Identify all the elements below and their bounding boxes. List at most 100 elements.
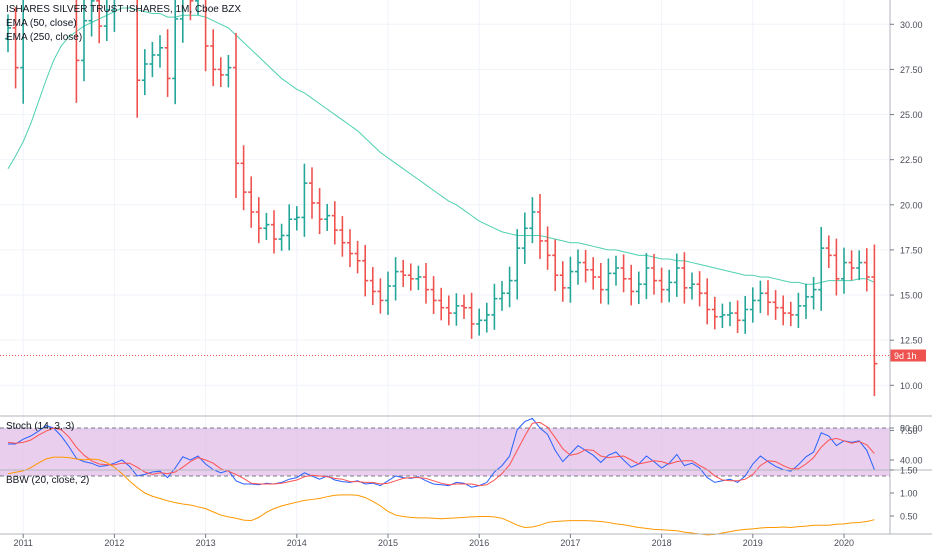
stoch-k-line (8, 417, 875, 488)
ohlc-bar-down (590, 257, 597, 290)
ohlc-bar-down (658, 267, 665, 303)
ohlc-bar-down (825, 235, 832, 268)
ohlc-bar-down (461, 294, 467, 319)
ohlc-bar-down (309, 167, 315, 219)
price-tick-label: 30.00 (900, 20, 923, 30)
year-tick-label: 2014 (287, 538, 307, 548)
bbw-pane[interactable] (7, 456, 875, 536)
price-tick-label: 22.50 (900, 155, 923, 165)
stoch-tick-label: 80.00 (900, 424, 923, 434)
year-tick-label: 2016 (469, 538, 489, 548)
ohlc-bar-up (483, 302, 490, 333)
price-tick-label: 12.50 (900, 336, 923, 346)
ohlc-bar-down (233, 32, 239, 199)
countdown-badge: 9d 1h (894, 351, 917, 361)
stoch-band-fill (0, 428, 890, 476)
ohlc-bar-up (20, 0, 25, 104)
ohlc-bar-up (499, 281, 505, 311)
bbw-tick-label: 1.50 (900, 466, 918, 476)
year-tick-label: 2020 (834, 538, 854, 548)
ohlc-bar-up (293, 206, 300, 231)
year-tick-label: 2018 (652, 538, 672, 548)
chart-title: ISHARES SILVER TRUST ISHARES, 1M, Cboe B… (6, 4, 242, 15)
ohlc-bar-down (136, 0, 141, 118)
ema-250-legend: EMA (250, close) (6, 32, 83, 43)
ohlc-bar-down (400, 259, 407, 287)
ohlc-bar-down (96, 0, 103, 44)
ohlc-bar-down (255, 197, 262, 244)
ohlc-bar-down (407, 263, 414, 291)
ohlc-bar-down (423, 263, 429, 304)
ohlc-bar-down (271, 210, 277, 254)
bbw-line (7, 456, 875, 536)
ohlc-bar-down (871, 244, 878, 397)
price-tick-label: 15.00 (900, 291, 923, 301)
ohlc-bar-up (324, 203, 331, 231)
ohlc-bar-up (803, 283, 809, 319)
ohlc-bar-up (643, 253, 650, 300)
ohlc-bar-down (204, 0, 209, 72)
ohlc-bar-up (749, 287, 756, 323)
ohlc-bar-down (628, 264, 635, 306)
ohlc-bar-down (734, 300, 741, 333)
ohlc-bar-down (863, 248, 870, 292)
ohlc-bar-down (711, 296, 718, 330)
ohlc-bar-down (438, 287, 445, 321)
price-tick-label: 27.50 (900, 65, 923, 75)
ohlc-bar-up (81, 0, 87, 82)
ohlc-bar-up (689, 272, 695, 300)
ohlc-bar-down (552, 239, 559, 291)
ohlc-bar-up (415, 265, 422, 291)
year-tick-label: 2017 (560, 538, 580, 548)
ohlc-bar-up (795, 292, 802, 328)
ohlc-bar-down (772, 290, 779, 320)
countdown-badge-bg (890, 349, 926, 362)
ohlc-bar-down (559, 261, 566, 302)
ohlc-bar-up (103, 0, 110, 41)
ohlc-bar-down (696, 271, 703, 307)
ohlc-bar-up (635, 271, 642, 305)
ohlc-bar-down (537, 193, 543, 259)
ohlc-bar-up (225, 54, 232, 88)
ohlc-bar-down (354, 240, 361, 274)
ohlc-bar-down (468, 292, 475, 339)
price-tick-label: 17.50 (900, 245, 923, 255)
ohlc-bar-down (681, 252, 688, 304)
ohlc-bar-up (286, 204, 293, 251)
price-pane[interactable]: 9d 1h (0, 0, 926, 397)
ohlc-bar-up (278, 223, 285, 251)
ohlc-bar-down (217, 57, 224, 88)
ohlc-bar-down (780, 295, 787, 326)
ohlc-bar-down (12, 7, 19, 89)
ohlc-bar-up (88, 0, 95, 37)
ohlc-bar-up (5, 14, 11, 53)
ohlc-bar-up (453, 293, 460, 326)
stoch-pane[interactable] (0, 417, 890, 488)
ohlc-bar-up (841, 247, 847, 294)
ohlc-bar-down (377, 278, 384, 314)
ohlc-bar-up (506, 266, 513, 308)
ohlc-bar-up (575, 249, 581, 285)
ohlc-bar-up (301, 163, 308, 237)
ohlc-bar-down (240, 145, 247, 211)
ohlc-bar-down (597, 263, 604, 304)
ohlc-bar-down (848, 250, 855, 281)
ohlc-bar-up (856, 250, 863, 281)
stoch-tick-label: 40.00 (900, 456, 923, 466)
ohlc-bar-down (75, 0, 80, 103)
ohlc-bar-up (172, 0, 179, 105)
ohlc-bar-up (157, 35, 163, 68)
ohlc-bar-down (369, 267, 376, 305)
price-tick-label: 7.50 (900, 426, 918, 436)
ohlc-bar-up (195, 0, 199, 15)
ohlc-bar-up (392, 257, 399, 301)
price-tick-label: 10.00 (900, 381, 923, 391)
ohlc-bar-down (362, 244, 369, 297)
ohlc-bar-down (765, 280, 771, 316)
ohlc-bar-up (673, 253, 680, 297)
ohlc-bar-up (605, 258, 612, 305)
ohlc-bar-up (742, 295, 749, 334)
